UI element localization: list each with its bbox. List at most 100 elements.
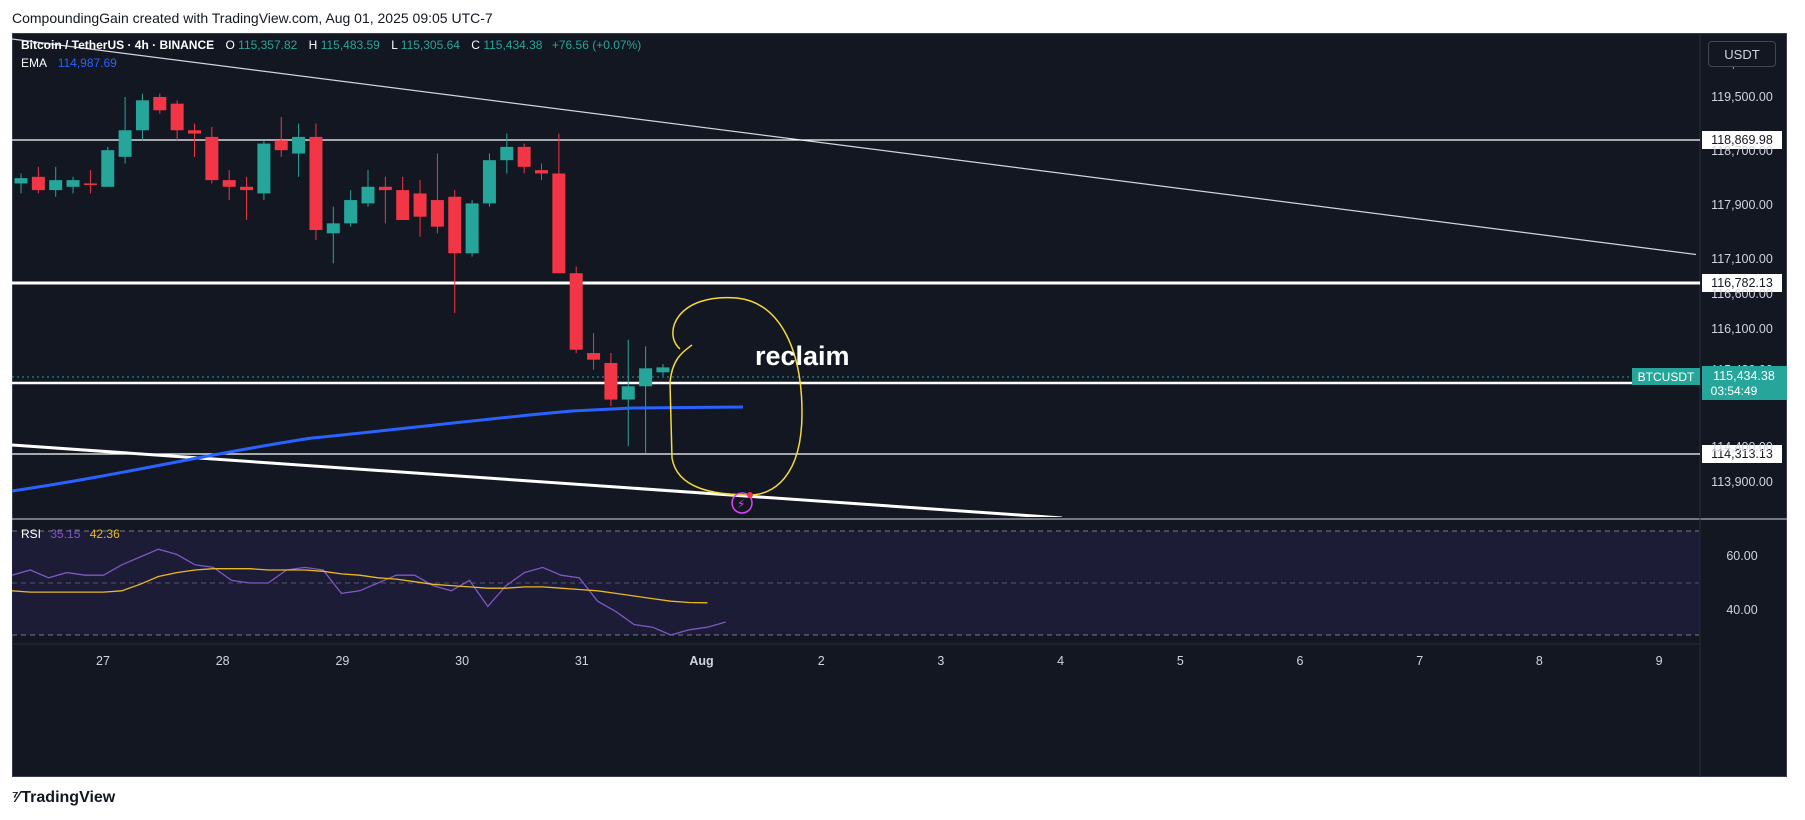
candle (413, 180, 427, 237)
candle-body (188, 130, 201, 134)
price-axis[interactable]: 120,000.00119,500.00118,700.00117,900.00… (1711, 56, 1774, 489)
legend: Bitcoin / TetherUS · 4h · BINANCE O 115,… (21, 38, 641, 541)
candle (257, 140, 271, 201)
time-tick: 9 (1656, 654, 1663, 668)
candle (31, 166, 45, 194)
candle-body (118, 130, 132, 157)
candle-body (396, 190, 410, 221)
candle (569, 266, 583, 354)
candle-body (430, 200, 444, 227)
candle-body (378, 186, 392, 191)
change-value: +76.56 (+0.07%) (552, 38, 641, 52)
svg-text:EMA 114,987.69: EMA 114,987.69 (21, 56, 117, 70)
time-tick: 29 (335, 654, 349, 668)
ema-line (12, 405, 744, 493)
time-tick: 3 (937, 654, 944, 668)
price-tick: 118,700.00 (1711, 144, 1773, 158)
rsi-label[interactable]: RSI (21, 527, 41, 541)
time-tick: 7 (1416, 654, 1423, 668)
candle-body (639, 368, 653, 387)
candle (292, 123, 306, 177)
candle (222, 170, 236, 201)
open-label: O (225, 38, 234, 52)
time-tick: 6 (1297, 654, 1304, 668)
candle (66, 176, 80, 194)
chart-frame (12, 33, 1787, 777)
candle-body (344, 200, 358, 224)
candle (344, 190, 358, 227)
candle (535, 163, 548, 181)
candle (361, 170, 375, 207)
candle (378, 176, 392, 224)
time-tick: 4 (1057, 654, 1064, 668)
price-tag-box (1702, 366, 1787, 400)
rsi-ma-value: 42.36 (90, 527, 120, 541)
candles (14, 93, 670, 453)
candle (656, 364, 670, 376)
rsi-ma-line (12, 568, 708, 604)
price-tag-countdown: 03:54:49 (1711, 384, 1758, 398)
alert-icon[interactable] (731, 492, 753, 514)
price-chart[interactable]: 118,869.98116,782.13115,330.86114,313.13… (12, 33, 1787, 777)
price-tick: 114,400.00 (1711, 440, 1773, 454)
candle-body (153, 97, 167, 111)
candle (153, 93, 167, 114)
candle-body (292, 136, 306, 154)
trendline-upper (12, 38, 1696, 256)
symbol-title[interactable]: Bitcoin / TetherUS · 4h · BINANCE (21, 38, 214, 52)
price-tick: 116,600.00 (1711, 287, 1773, 301)
candle-body (326, 223, 340, 234)
candle (83, 170, 97, 194)
candle-body (205, 136, 219, 181)
price-tick: 117,900.00 (1711, 198, 1773, 212)
candle-body (500, 146, 514, 161)
candle-body (482, 160, 496, 204)
candle-body (656, 367, 670, 373)
annotation-text: reclaim (755, 341, 850, 371)
candle (240, 176, 254, 221)
close-value: 115,434.38 (483, 38, 542, 52)
candle-body (552, 173, 566, 274)
rsi-tick: 40.00 (1726, 603, 1757, 617)
candle (49, 166, 63, 197)
rsi-tick: 60.00 (1726, 549, 1757, 563)
candle (274, 116, 288, 157)
candle (482, 153, 496, 207)
price-tick: 119,500.00 (1711, 90, 1773, 104)
low-value: 115,305.64 (401, 38, 460, 52)
candle-body (517, 146, 531, 167)
time-axis[interactable]: 27 28 29 30 31 Aug 2 3 4 5 6 7 8 9 (96, 654, 1663, 668)
ema-label[interactable]: EMA (21, 56, 47, 70)
candle-body (66, 180, 80, 187)
candle (135, 93, 149, 141)
time-tick: 28 (216, 654, 230, 668)
candle-body (274, 140, 288, 151)
high-value: 115,483.59 (321, 38, 380, 52)
candle (500, 133, 514, 174)
time-tick: 5 (1177, 654, 1184, 668)
candle-body (14, 178, 28, 184)
candle-body (83, 183, 97, 185)
price-tick: 113,900.00 (1711, 475, 1773, 489)
rsi-line (12, 548, 726, 636)
candle (326, 206, 340, 264)
candle (14, 173, 28, 194)
alert-dot (747, 492, 753, 498)
time-tick: Aug (689, 654, 713, 668)
currency-button[interactable]: USDT (1708, 41, 1776, 67)
level-label-box-1 (1702, 274, 1782, 292)
candle-body (31, 176, 45, 191)
candle-body (448, 196, 462, 254)
candle (309, 123, 323, 240)
candle (604, 353, 618, 407)
tradingview-logo: ⁷∕ TradingView (12, 789, 116, 806)
time-tick: 2 (818, 654, 825, 668)
candle-body (569, 273, 583, 350)
time-tick: 27 (96, 654, 110, 668)
level-label-box-0 (1702, 131, 1782, 149)
level-label-box-3 (1702, 445, 1782, 463)
lightning-icon: ⚡ (737, 497, 745, 511)
close-label: C (471, 38, 480, 52)
